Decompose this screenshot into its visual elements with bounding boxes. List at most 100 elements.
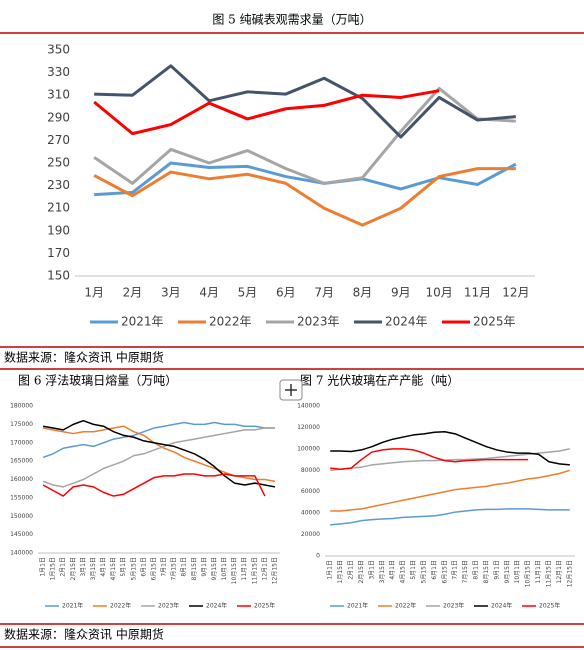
x-tick-label: 4月15日 (110, 557, 117, 580)
legend-label: 2023年 (443, 602, 464, 610)
x-tick-label: 1月1日 (327, 560, 334, 580)
x-tick-label: 4月15日 (400, 560, 407, 583)
x-tick-label: 2月 (123, 286, 143, 300)
x-tick-label: 12月1日 (261, 557, 268, 580)
legend-label: 2023年 (158, 602, 179, 610)
x-tick-label: 8月15日 (483, 560, 490, 583)
series-line (42, 421, 275, 459)
x-tick-label: 10月15日 (231, 557, 238, 584)
series-line (330, 448, 570, 472)
x-tick-label: 12月 (502, 286, 529, 300)
x-tick-label: 9月1日 (493, 560, 500, 580)
series-line (93, 167, 516, 227)
x-tick-label: 6月1日 (431, 560, 438, 580)
x-tick-label: 8月 (353, 286, 373, 300)
source: 数据来源：隆众资讯 中原期货 (4, 350, 164, 365)
x-tick-label: 5月1日 (410, 560, 417, 580)
legend-label: 2024年 (206, 602, 227, 610)
chart-title: 图 6 浮法玻璃日熔量（万吨） (18, 373, 177, 388)
y-tick-label: 20000 (301, 531, 320, 538)
y-tick-label: 250 (47, 156, 70, 170)
x-tick-label: 9月15日 (504, 560, 511, 583)
y-tick-label: 165000 (10, 458, 33, 465)
series-line (42, 419, 276, 488)
y-tick-label: 150000 (10, 513, 33, 520)
x-tick-label: 2月1日 (60, 557, 67, 577)
y-tick-label: 140000 (297, 403, 320, 410)
y-tick-label: 290 (47, 110, 70, 124)
x-tick-label: 6月15日 (150, 557, 157, 580)
x-tick-label: 3月1日 (80, 557, 87, 577)
y-tick-label: 80000 (301, 467, 320, 474)
x-tick-label: 5月15日 (130, 557, 137, 580)
y-tick-label: 330 (47, 65, 70, 79)
x-tick-label: 5月 (238, 286, 258, 300)
chart-title: 图 7 光伏玻璃在产产能（吨） (300, 374, 459, 388)
legend-label: 2024年 (491, 602, 512, 610)
x-tick-label: 7月1日 (161, 557, 168, 577)
series-line (330, 448, 529, 470)
x-tick-label: 7月15日 (171, 557, 178, 580)
x-tick-label: 3月15日 (90, 557, 97, 580)
y-tick-label: 140000 (10, 550, 33, 557)
x-tick-label: 9月 (391, 286, 411, 300)
x-tick-label: 11月1日 (241, 557, 248, 580)
legend-label: 2023年 (297, 315, 340, 329)
x-tick-label: 3月15日 (379, 560, 386, 583)
x-tick-label: 10月 (426, 286, 453, 300)
x-tick-label: 4月1日 (389, 560, 396, 580)
legend-label: 2024年 (385, 315, 428, 329)
x-tick-label: 1月 (84, 286, 104, 300)
series-line (330, 430, 570, 466)
legend-label: 2022年 (209, 315, 252, 329)
legend-label: 2025年 (254, 602, 275, 610)
add-button[interactable] (279, 379, 303, 401)
x-tick-label: 1月1日 (40, 557, 47, 577)
y-tick-label: 350 (47, 43, 70, 57)
y-tick-label: 270 (47, 133, 70, 147)
x-tick-label: 1月15日 (50, 557, 57, 580)
x-tick-label: 5月15日 (420, 560, 427, 583)
x-tick-label: 11月15日 (251, 557, 258, 584)
series-line (330, 508, 570, 526)
y-tick-label: 170000 (10, 439, 33, 446)
x-tick-label: 4月 (199, 286, 219, 300)
x-tick-label: 9月15日 (211, 557, 218, 580)
x-tick-label: 12月1日 (556, 560, 563, 583)
legend-label: 2021年 (347, 602, 368, 610)
x-tick-label: 2月15日 (70, 557, 77, 580)
x-tick-label: 11月1日 (535, 560, 542, 583)
y-tick-label: 160000 (10, 476, 33, 483)
x-tick-label: 6月 (276, 286, 296, 300)
y-tick-label: 145000 (10, 531, 33, 538)
series-line (94, 64, 516, 139)
x-tick-label: 8月1日 (473, 560, 480, 580)
y-tick-label: 150 (47, 269, 70, 283)
legend-label: 2021年 (62, 602, 83, 610)
y-tick-label: 40000 (301, 510, 320, 517)
x-tick-label: 5月1日 (120, 557, 127, 577)
source: 数据来源：隆众资讯 中原期货 (4, 627, 164, 642)
y-tick-label: 120000 (297, 424, 320, 431)
x-tick-label: 8月15日 (191, 557, 198, 580)
x-tick-label: 7月1日 (452, 560, 459, 580)
y-tick-label: 100000 (297, 445, 320, 452)
legend-label: 2025年 (473, 315, 516, 329)
y-tick-label: 180000 (10, 403, 33, 410)
x-tick-label: 1月15日 (337, 560, 344, 583)
series-line (42, 473, 266, 497)
series-line (94, 161, 517, 197)
legend-label: 2022年 (110, 602, 131, 610)
x-tick-label: 2月15日 (358, 560, 365, 583)
x-tick-label: 10月15日 (525, 560, 532, 587)
x-tick-label: 3月 (161, 286, 181, 300)
x-tick-label: 4月1日 (100, 557, 107, 577)
x-tick-label: 6月15日 (441, 560, 448, 583)
y-tick-label: 210 (47, 201, 70, 215)
x-tick-label: 7月 (314, 286, 334, 300)
series-line (330, 469, 571, 512)
legend-label: 2022年 (395, 602, 416, 610)
x-tick-label: 11月 (464, 286, 491, 300)
series-line (93, 86, 516, 185)
